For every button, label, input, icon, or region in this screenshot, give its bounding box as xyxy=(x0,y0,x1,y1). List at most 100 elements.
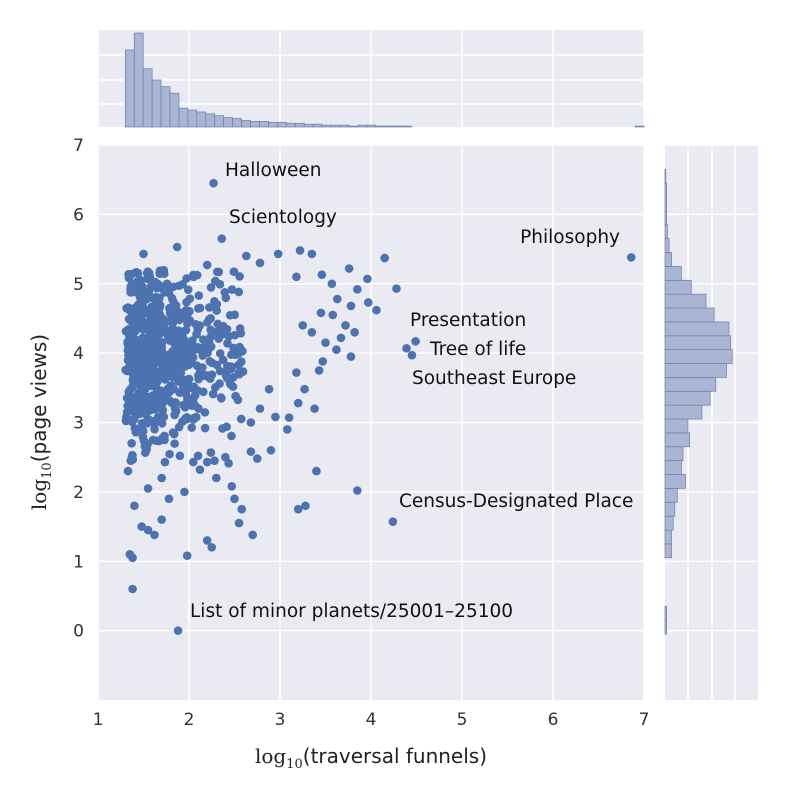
scatter-point xyxy=(123,401,132,411)
right-histogram-bar xyxy=(664,446,684,462)
x-axis-label-text: (traversal funnels) xyxy=(303,744,487,768)
scatter-point xyxy=(130,501,139,511)
scatter-point xyxy=(128,322,138,332)
scatter-point xyxy=(157,515,166,524)
scatter-point xyxy=(143,525,153,535)
right-histogram-bar xyxy=(664,321,730,337)
right-histogram-bar xyxy=(664,335,731,351)
scatter-point xyxy=(231,391,240,401)
top-histogram-bar xyxy=(160,86,171,128)
scatter-point xyxy=(157,342,167,352)
scatter-point xyxy=(227,431,236,441)
y-tick-label: 2 xyxy=(73,483,84,503)
scatter-point xyxy=(128,584,137,594)
scatter-panel: Halloween Scientology Philosophy Presentati… xyxy=(97,144,645,700)
scatter-point xyxy=(137,305,146,315)
scatter-point xyxy=(202,457,212,467)
scatter-point xyxy=(229,267,239,276)
annotation-label: Philosophy xyxy=(520,227,620,248)
scatter-point xyxy=(198,351,207,360)
scatter-point xyxy=(180,487,189,497)
scatter-point xyxy=(154,367,164,376)
scatter-point xyxy=(217,330,227,339)
scatter-point xyxy=(139,249,148,259)
scatter-point xyxy=(175,340,185,349)
top-histogram-bar xyxy=(303,123,314,128)
scatter-point xyxy=(200,408,210,417)
scatter-point xyxy=(246,418,256,427)
scatter-point xyxy=(198,363,207,372)
scatter-point xyxy=(171,353,180,362)
scatter-point xyxy=(218,355,228,365)
top-histogram-grid xyxy=(97,30,645,127)
scatter-point xyxy=(206,283,216,292)
scatter-point xyxy=(310,404,319,413)
scatter-point xyxy=(143,337,152,346)
right-histogram-bars xyxy=(664,168,733,635)
scatter-point xyxy=(168,312,177,322)
y-tick-label: 1 xyxy=(73,552,84,572)
scatter-point xyxy=(230,494,239,504)
scatter-point xyxy=(182,375,192,385)
scatter-point xyxy=(199,387,208,397)
right-histogram-bar xyxy=(664,543,672,559)
x-tick-label: 6 xyxy=(548,710,559,730)
scatter-point xyxy=(163,356,172,365)
right-histogram-bar xyxy=(664,515,674,531)
x-tick-label: 7 xyxy=(639,710,650,730)
scatter-point xyxy=(223,374,232,383)
scatter-point xyxy=(131,428,141,437)
scatter-point xyxy=(143,405,153,414)
scatter-point xyxy=(314,366,324,375)
scatter-point xyxy=(143,343,152,353)
y-tick-label: 4 xyxy=(73,344,84,364)
right-histogram-bar xyxy=(664,196,667,212)
scatter-point xyxy=(195,321,205,330)
scatter-point xyxy=(189,344,198,354)
scatter-point xyxy=(221,293,231,303)
scatter-point xyxy=(341,321,350,330)
right-histogram-bar xyxy=(664,501,676,517)
top-histogram-bar xyxy=(196,111,207,128)
scatter-point xyxy=(200,423,210,433)
scatter-point xyxy=(137,522,146,531)
scatter-point xyxy=(171,332,181,342)
scatter-point xyxy=(165,449,174,459)
scatter-point xyxy=(226,362,236,371)
top-histogram-bar xyxy=(214,115,225,128)
right-histogram-bar xyxy=(664,432,690,448)
right-histogram-bar xyxy=(664,238,670,253)
scatter-point xyxy=(298,321,308,330)
top-histogram-bar xyxy=(339,124,350,128)
scatter-point xyxy=(178,400,188,410)
top-histogram-bar xyxy=(634,125,645,128)
scatter-point xyxy=(332,345,341,354)
scatter-point xyxy=(292,368,301,377)
scatter-point xyxy=(363,274,372,284)
scatter-point xyxy=(234,518,244,528)
scatter-point xyxy=(295,246,305,255)
scatter-point xyxy=(122,407,132,417)
scatter-point xyxy=(353,486,362,495)
scatter-point xyxy=(223,338,232,348)
scatter-point xyxy=(178,347,188,357)
right-histogram-bar xyxy=(664,529,672,545)
scatter-point xyxy=(143,484,153,493)
scatter-point xyxy=(182,297,191,307)
scatter-point xyxy=(189,415,198,424)
scatter-point xyxy=(346,301,356,311)
scatter-point xyxy=(178,313,188,322)
right-histogram-bar xyxy=(664,266,682,281)
scatter-point xyxy=(160,435,169,445)
scatter-point xyxy=(133,340,142,349)
right-histogram-bar xyxy=(664,349,733,364)
y-tick-label: 7 xyxy=(73,136,84,156)
scatter-point xyxy=(154,401,163,410)
top-histogram-bar xyxy=(133,32,144,128)
scatter-point xyxy=(180,414,190,423)
scatter-point xyxy=(218,321,228,331)
scatter-point xyxy=(150,348,160,358)
scatter-point xyxy=(235,272,244,281)
top-histogram-bar xyxy=(241,120,251,128)
